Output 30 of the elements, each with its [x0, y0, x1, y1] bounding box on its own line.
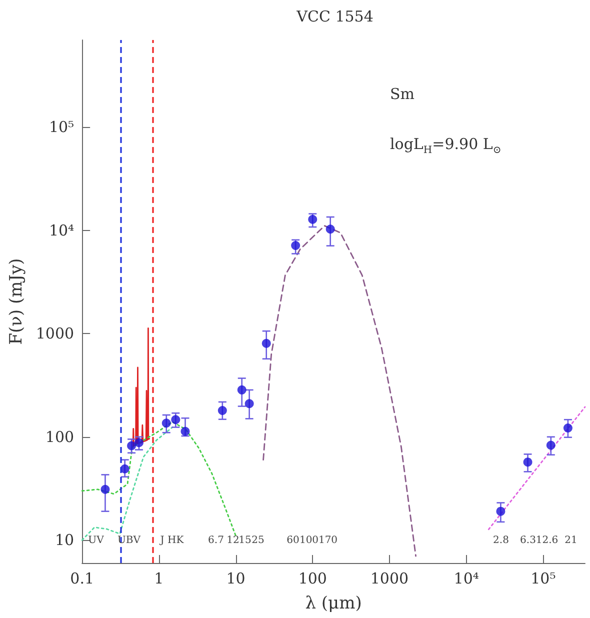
x-tick-label: 1: [154, 570, 164, 588]
y-tick-label: 10: [54, 531, 74, 550]
annotation: 21: [564, 535, 578, 546]
annotation: 25: [252, 535, 264, 546]
y-tick-label: 10⁵: [48, 118, 74, 136]
annotation: 100: [299, 535, 319, 546]
x-tick-label: 10⁴: [454, 570, 479, 588]
y-tick-label: 100: [45, 428, 74, 446]
annotation: 6.3: [520, 535, 536, 546]
annotation: 170: [318, 535, 338, 546]
x-tick-label: 10: [226, 570, 246, 588]
annotation: 15: [238, 535, 252, 546]
x-axis-title: λ (μm): [305, 594, 362, 614]
annotation: UV: [88, 535, 104, 546]
annotation: logL$_{H}$=9.90 L$_{⊙}$: [390, 135, 502, 156]
y-tick-label: 1000: [36, 324, 74, 343]
annotation: 12.6: [536, 535, 558, 546]
x-tick-label: 10⁵: [530, 570, 556, 588]
annotation: 2.8: [493, 535, 509, 546]
annotation: Sm: [390, 85, 414, 103]
x-tick-label: 100: [298, 570, 327, 588]
x-tick-label: 0.1: [70, 570, 94, 588]
annotation: 60: [286, 535, 300, 546]
chart-title: VCC 1554: [296, 8, 374, 26]
annotation: 6.7: [208, 535, 224, 546]
x-tick-label: 1000: [370, 570, 409, 588]
annotation: J HK: [160, 535, 184, 546]
y-tick-label: 10⁴: [48, 221, 74, 240]
y-axis-title: F(ν) (mJy): [6, 258, 26, 345]
annotation: 12: [226, 535, 240, 546]
